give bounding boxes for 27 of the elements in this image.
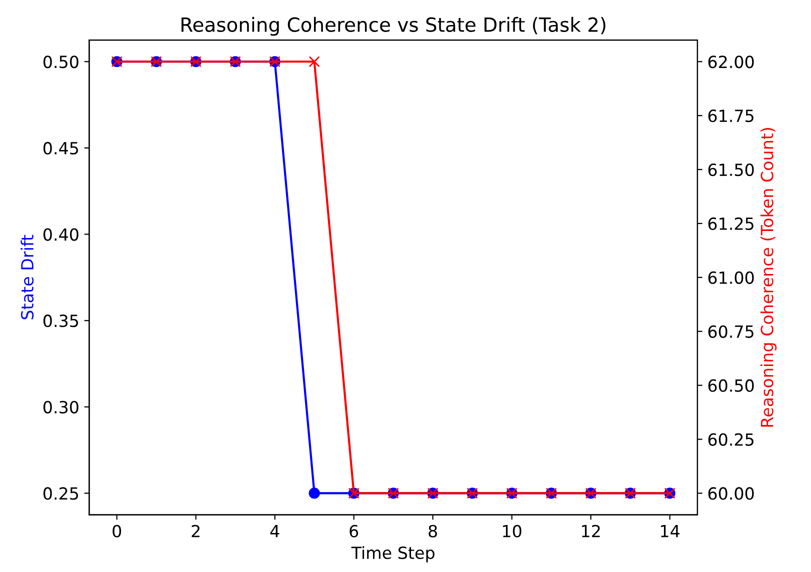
x-tick-label: 8: [428, 524, 437, 538]
y-tick-label: 0.25: [43, 487, 78, 500]
x-axis-title: Time Step: [351, 546, 434, 562]
y2-tick-label: 61.25: [708, 217, 754, 230]
y2-tick-label: 60.25: [708, 433, 754, 446]
y2-tick-label: 60.00: [708, 487, 754, 500]
y2-tick-label: 61.75: [708, 110, 754, 122]
x-tick-label: 6: [350, 524, 358, 538]
y-tick-label: 0.50: [43, 56, 78, 68]
x-tick-label: 12: [582, 524, 600, 538]
y2-tick-label: 62.00: [708, 56, 754, 68]
y-axis-title: State Drift: [20, 234, 34, 320]
x-tick-label: 0: [112, 524, 122, 538]
x-tick-label: 4: [270, 525, 280, 538]
y-tick-label: 0.45: [43, 142, 78, 155]
y2-axis-title: Reasoning Coherence (Token Count): [760, 128, 777, 427]
y2-tick-label: 61.00: [708, 271, 754, 284]
y-tick-label: 0.30: [43, 400, 78, 414]
y-tick-label: 0.40: [43, 228, 78, 241]
y2-tick-label: 60.75: [708, 325, 754, 338]
x-tick-label: 2: [192, 524, 200, 538]
y2-tick-label: 61.50: [708, 163, 754, 176]
chart-title: Reasoning Coherence vs State Drift (Task 2): [182, 16, 606, 36]
y2-tick-label: 60.50: [708, 379, 754, 392]
y-tick-label: 0.35: [43, 314, 78, 328]
x-tick-label: 10: [503, 524, 522, 538]
x-tick-label: 14: [661, 525, 680, 538]
